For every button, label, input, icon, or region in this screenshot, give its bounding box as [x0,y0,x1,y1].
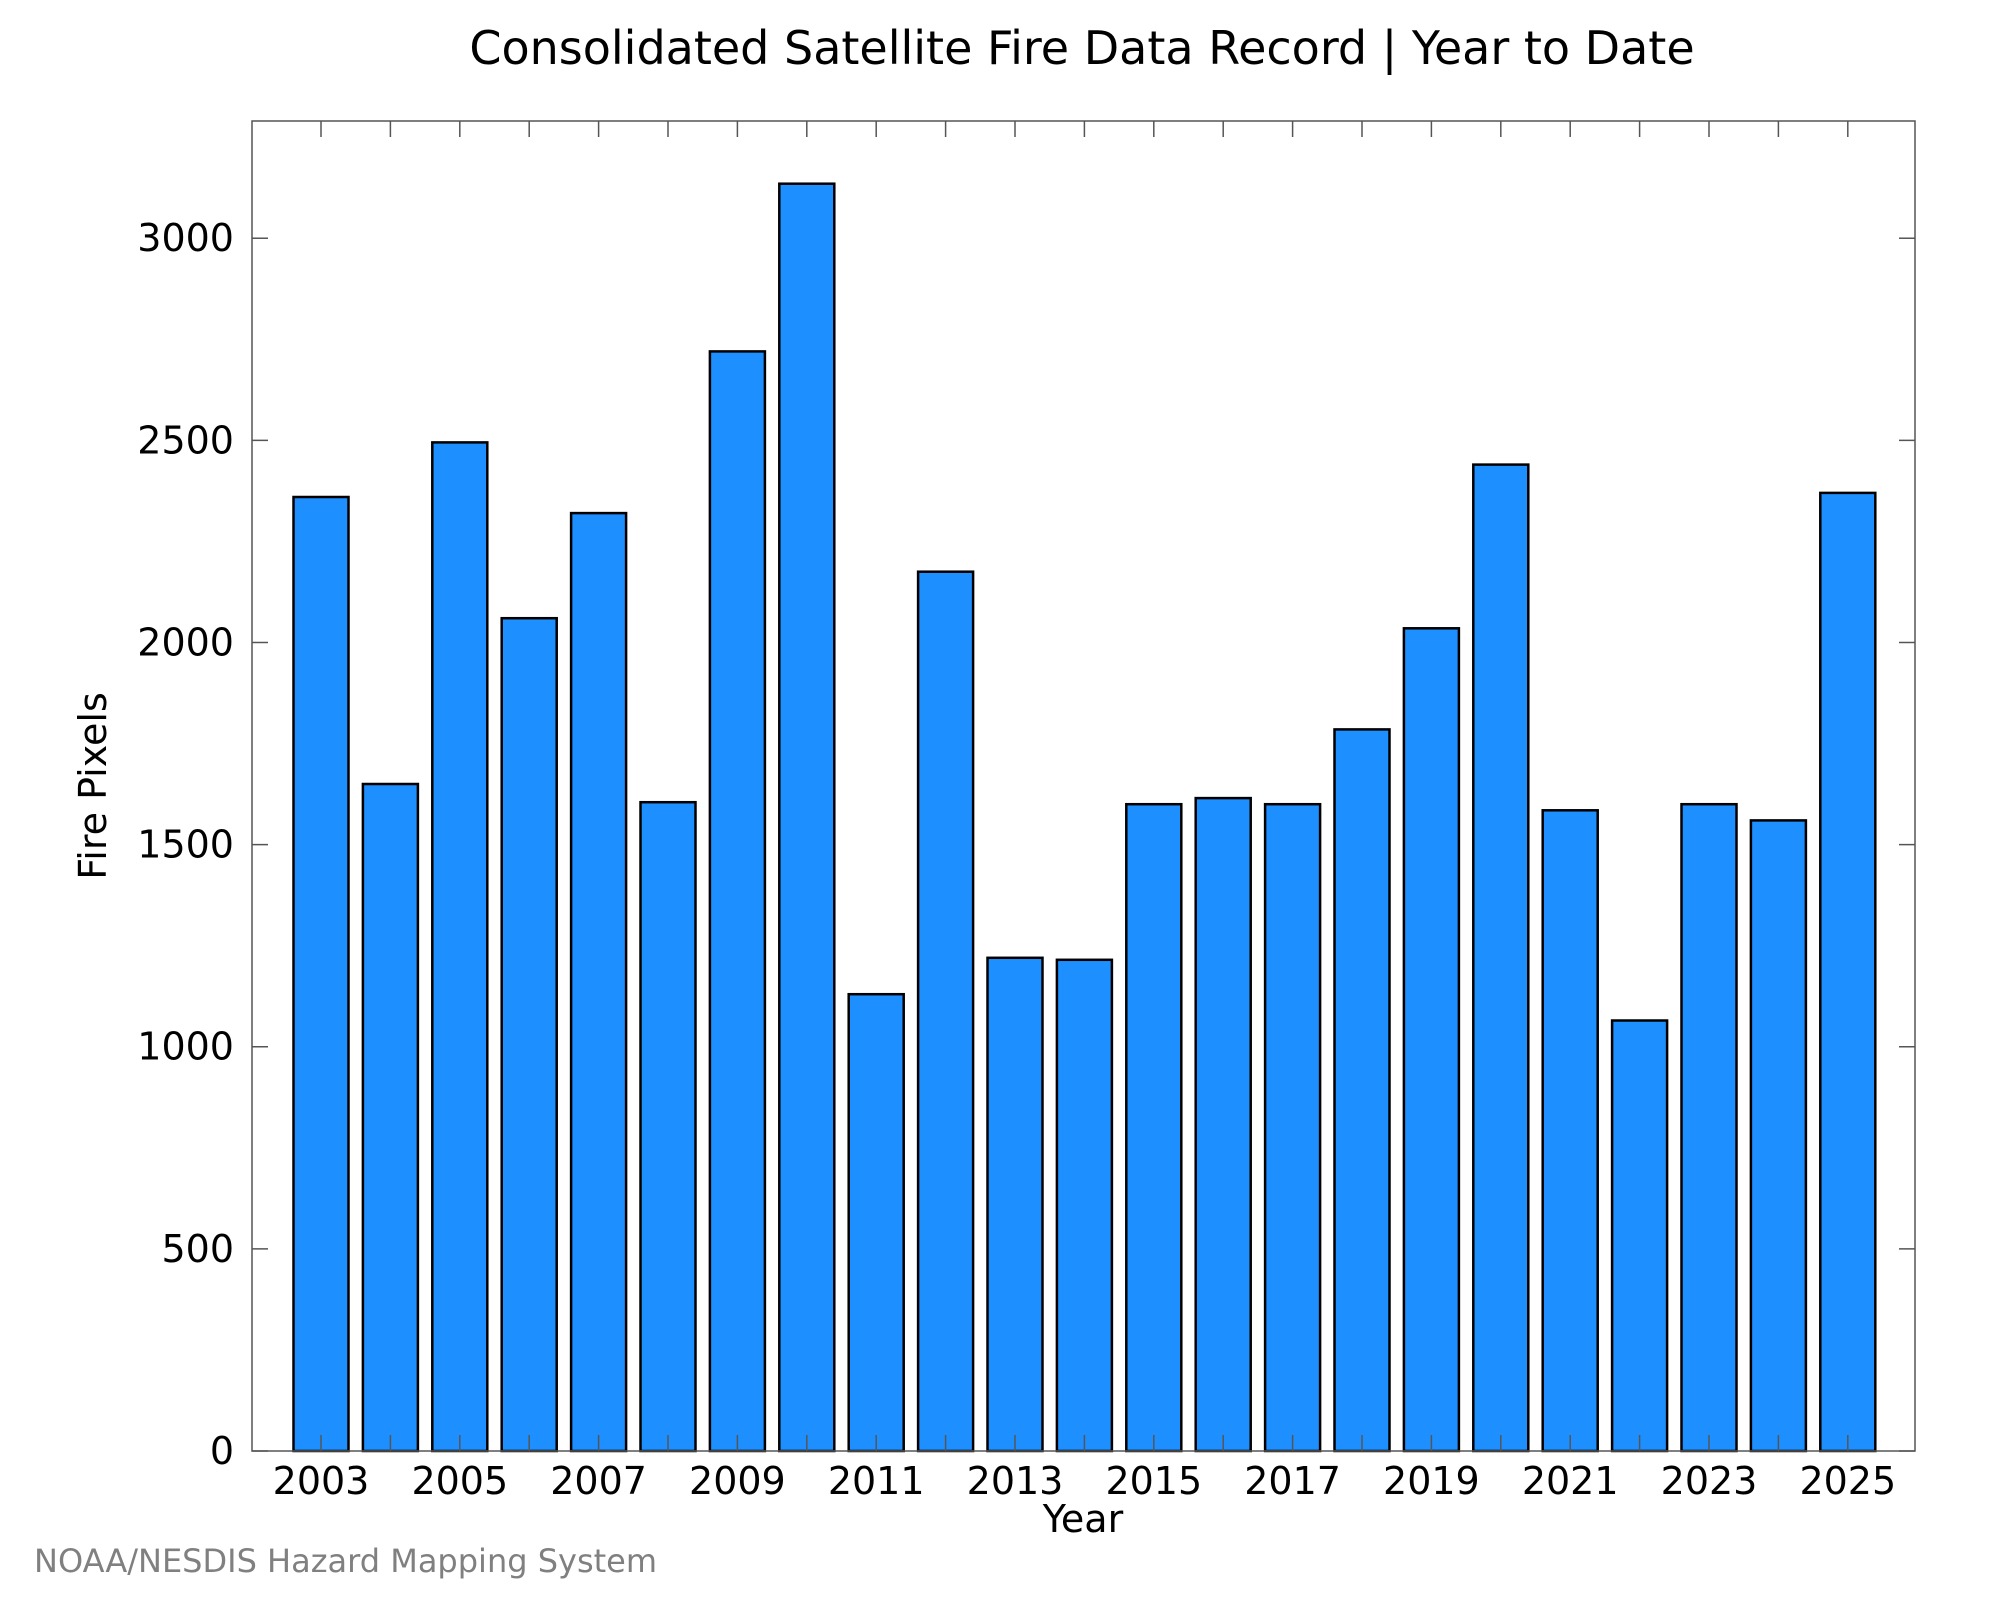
bar-2005 [431,441,489,1453]
bar-2025 [1819,491,1877,1453]
bar-2012 [916,570,975,1453]
y-axis-tick-labels: 0 500 1000 1500 2000 2500 3000 [137,216,234,1473]
bar-2009 [708,350,767,1453]
x-axis-tick-labels: 2003 2005 2007 2009 2011 2013 2015 2017 2019 2021… [273,1459,1897,1503]
x-tick-label: 2009 [689,1459,786,1503]
x-tick-label: 2019 [1383,1459,1480,1503]
x-tick-label: 2003 [273,1459,370,1503]
bar-2013 [986,956,1044,1453]
y-tick-label: 1500 [137,823,234,867]
bar-2016 [1194,796,1252,1453]
y-tick-label: 500 [161,1227,234,1271]
bar-2004 [361,782,420,1453]
bar-2003 [292,495,350,1453]
y-tick-label: 1000 [137,1025,234,1069]
chart-title: Consolidated Satellite Fire Data Record … [469,21,1694,76]
bar-2014 [1055,958,1114,1453]
bar-2008 [639,800,697,1453]
y-axis-label: Fire Pixels [71,692,115,880]
bar-2015 [1125,802,1183,1453]
credit-text: NOAA/NESDIS Hazard Mapping System [34,1542,657,1580]
x-tick-label: 2011 [828,1459,925,1503]
bar-2006 [500,616,558,1453]
y-tick-label: 2500 [137,418,234,462]
x-tick-label: 2007 [550,1459,647,1503]
bar-2022 [1610,1019,1669,1453]
bar-2007 [569,511,628,1453]
bars [292,182,1877,1453]
tick-marks [252,121,1915,1452]
bar-2019 [1402,627,1461,1453]
y-tick-label: 2000 [137,621,234,665]
plot-area [251,120,1916,1453]
bar-2010 [778,182,836,1453]
x-tick-label: 2025 [1799,1459,1896,1503]
bar-2024 [1749,819,1808,1453]
plot-frame [251,120,1916,1452]
x-tick-label: 2023 [1661,1459,1758,1503]
bar-2020 [1472,463,1530,1453]
bar-2023 [1680,802,1738,1453]
bar-2011 [847,992,905,1453]
bar-2021 [1541,809,1599,1453]
y-tick-label: 0 [210,1429,234,1473]
bar-2017 [1263,802,1322,1453]
x-tick-label: 2013 [967,1459,1064,1503]
x-tick-label: 2005 [411,1459,508,1503]
x-tick-label: 2021 [1522,1459,1619,1503]
y-tick-label: 3000 [137,216,234,260]
x-tick-label: 2015 [1105,1459,1202,1503]
x-tick-label: 2017 [1244,1459,1341,1503]
x-axis-label: Year [1042,1497,1124,1541]
bar-2018 [1333,728,1391,1453]
